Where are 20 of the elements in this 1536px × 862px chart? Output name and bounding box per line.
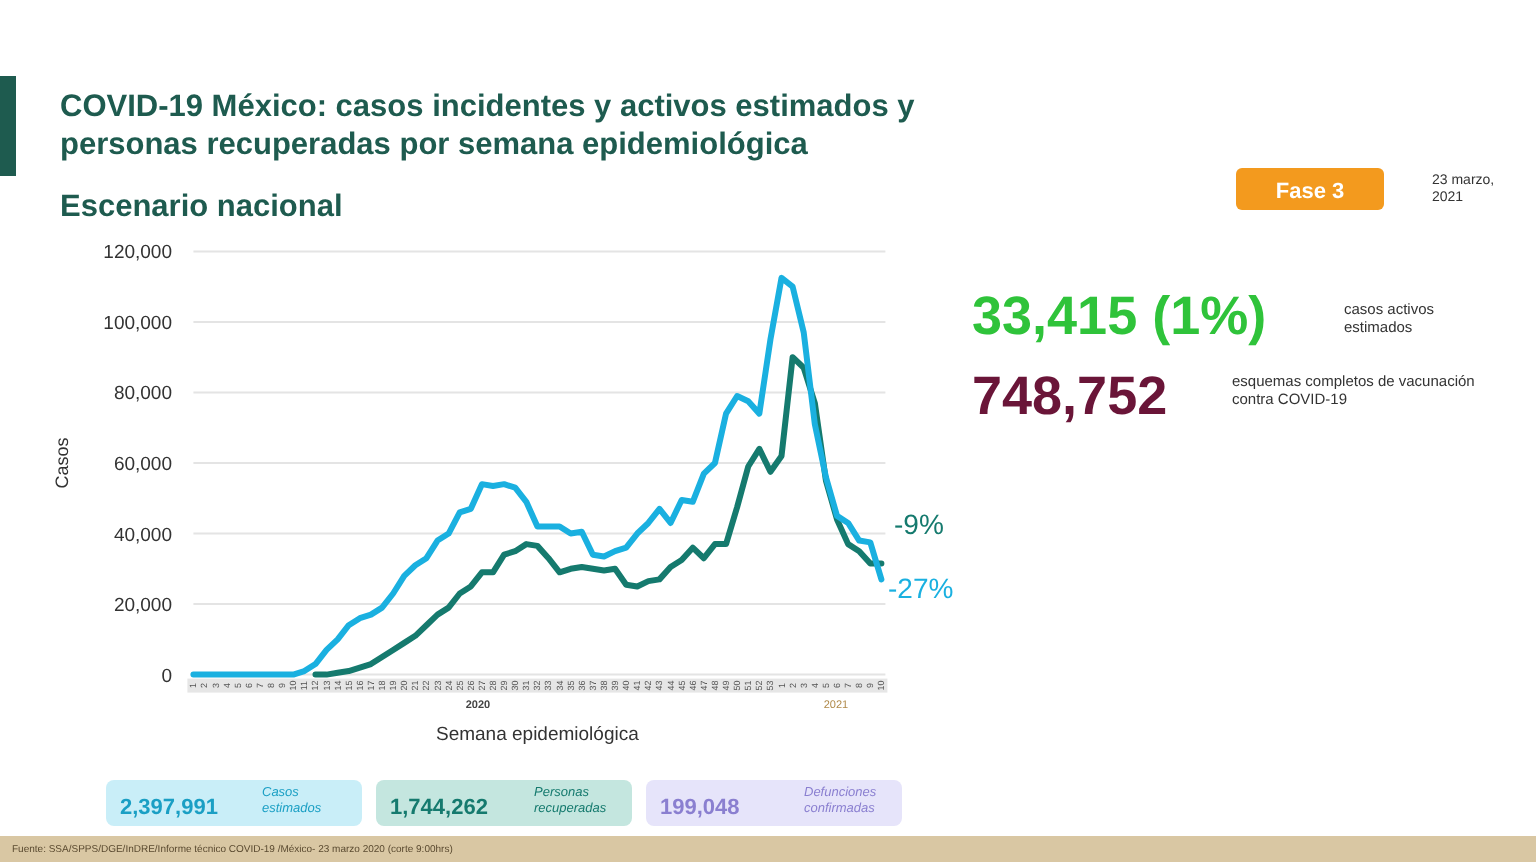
chart-title: COVID-19 México: casos incidentes y activos estimados y personas recuperadas por semana epidemiológica: [60, 90, 916, 162]
text: 33,415 (1%): [972, 286, 1267, 346]
y-tick-label: 60,000: [113, 454, 172, 476]
text: -27%: [888, 572, 954, 604]
chart-subtitle: Escenario nacional: [60, 190, 343, 224]
text: 748,752: [972, 366, 1168, 426]
text: Fase 3: [1275, 180, 1345, 204]
y-tick-label: 80,000: [113, 383, 172, 406]
text: 199,048: [660, 796, 740, 820]
line-series: [190, 274, 885, 678]
text: 2,397,991: [120, 796, 218, 820]
y-axis-title: Casos: [52, 436, 72, 489]
y-tick-label: 20,000: [113, 595, 172, 618]
y-tick-label: 40,000: [113, 524, 172, 547]
x-axis-title: Semana epidemiológica: [435, 724, 641, 746]
text: -9%: [894, 508, 944, 540]
text: 1,744,262: [390, 796, 488, 820]
y-tick-label: 120,000: [103, 242, 172, 265]
y-tick-label: 100,000: [103, 312, 172, 335]
y-tick-label: 0: [161, 665, 172, 688]
